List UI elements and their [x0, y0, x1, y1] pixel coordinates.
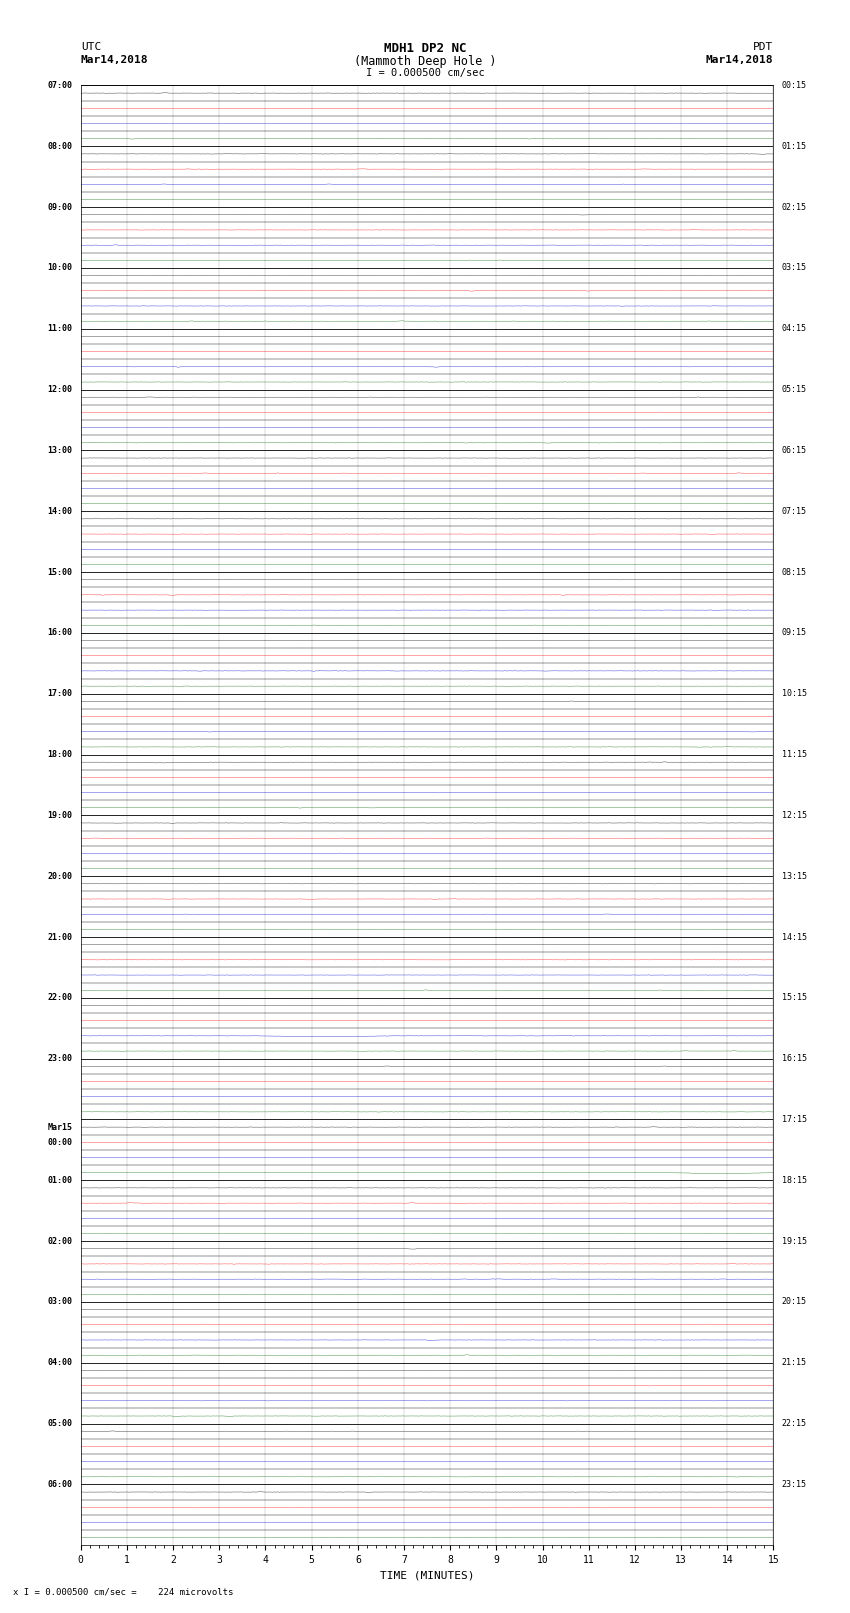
Text: 13:00: 13:00 — [48, 445, 72, 455]
Text: 09:15: 09:15 — [782, 629, 807, 637]
Text: 03:15: 03:15 — [782, 263, 807, 273]
Text: 12:00: 12:00 — [48, 386, 72, 394]
Text: 23:15: 23:15 — [782, 1481, 807, 1489]
Text: MDH1 DP2 NC: MDH1 DP2 NC — [383, 42, 467, 55]
Text: 16:15: 16:15 — [782, 1055, 807, 1063]
X-axis label: TIME (MINUTES): TIME (MINUTES) — [380, 1571, 474, 1581]
Text: x I = 0.000500 cm/sec =    224 microvolts: x I = 0.000500 cm/sec = 224 microvolts — [13, 1587, 233, 1597]
Text: 12:15: 12:15 — [782, 811, 807, 819]
Text: 15:15: 15:15 — [782, 994, 807, 1002]
Text: 17:15: 17:15 — [782, 1115, 807, 1124]
Text: 14:00: 14:00 — [48, 506, 72, 516]
Text: (Mammoth Deep Hole ): (Mammoth Deep Hole ) — [354, 55, 496, 68]
Text: 02:00: 02:00 — [48, 1237, 72, 1245]
Text: 04:15: 04:15 — [782, 324, 807, 334]
Text: PDT: PDT — [753, 42, 774, 52]
Text: 06:15: 06:15 — [782, 445, 807, 455]
Text: 15:00: 15:00 — [48, 568, 72, 576]
Text: 11:15: 11:15 — [782, 750, 807, 760]
Text: 05:00: 05:00 — [48, 1419, 72, 1428]
Text: I = 0.000500 cm/sec: I = 0.000500 cm/sec — [366, 68, 484, 77]
Text: 02:15: 02:15 — [782, 203, 807, 211]
Text: 05:15: 05:15 — [782, 386, 807, 394]
Text: 16:00: 16:00 — [48, 629, 72, 637]
Text: 14:15: 14:15 — [782, 932, 807, 942]
Text: Mar14,2018: Mar14,2018 — [81, 55, 148, 65]
Text: UTC: UTC — [81, 42, 101, 52]
Text: 09:00: 09:00 — [48, 203, 72, 211]
Text: 01:15: 01:15 — [782, 142, 807, 150]
Text: 00:00: 00:00 — [48, 1137, 72, 1147]
Text: 10:15: 10:15 — [782, 689, 807, 698]
Text: 04:00: 04:00 — [48, 1358, 72, 1368]
Text: 17:00: 17:00 — [48, 689, 72, 698]
Text: 19:00: 19:00 — [48, 811, 72, 819]
Text: 10:00: 10:00 — [48, 263, 72, 273]
Text: 11:00: 11:00 — [48, 324, 72, 334]
Text: 18:00: 18:00 — [48, 750, 72, 760]
Text: 21:00: 21:00 — [48, 932, 72, 942]
Text: 19:15: 19:15 — [782, 1237, 807, 1245]
Text: 18:15: 18:15 — [782, 1176, 807, 1186]
Text: 08:00: 08:00 — [48, 142, 72, 150]
Text: 07:00: 07:00 — [48, 81, 72, 90]
Text: 07:15: 07:15 — [782, 506, 807, 516]
Text: 22:00: 22:00 — [48, 994, 72, 1002]
Text: 03:00: 03:00 — [48, 1297, 72, 1307]
Text: 00:15: 00:15 — [782, 81, 807, 90]
Text: 08:15: 08:15 — [782, 568, 807, 576]
Text: Mar14,2018: Mar14,2018 — [706, 55, 774, 65]
Text: 20:00: 20:00 — [48, 871, 72, 881]
Text: 21:15: 21:15 — [782, 1358, 807, 1368]
Text: 22:15: 22:15 — [782, 1419, 807, 1428]
Text: 20:15: 20:15 — [782, 1297, 807, 1307]
Text: 23:00: 23:00 — [48, 1055, 72, 1063]
Text: 01:00: 01:00 — [48, 1176, 72, 1186]
Text: 06:00: 06:00 — [48, 1481, 72, 1489]
Text: Mar15: Mar15 — [48, 1123, 72, 1132]
Text: 13:15: 13:15 — [782, 871, 807, 881]
